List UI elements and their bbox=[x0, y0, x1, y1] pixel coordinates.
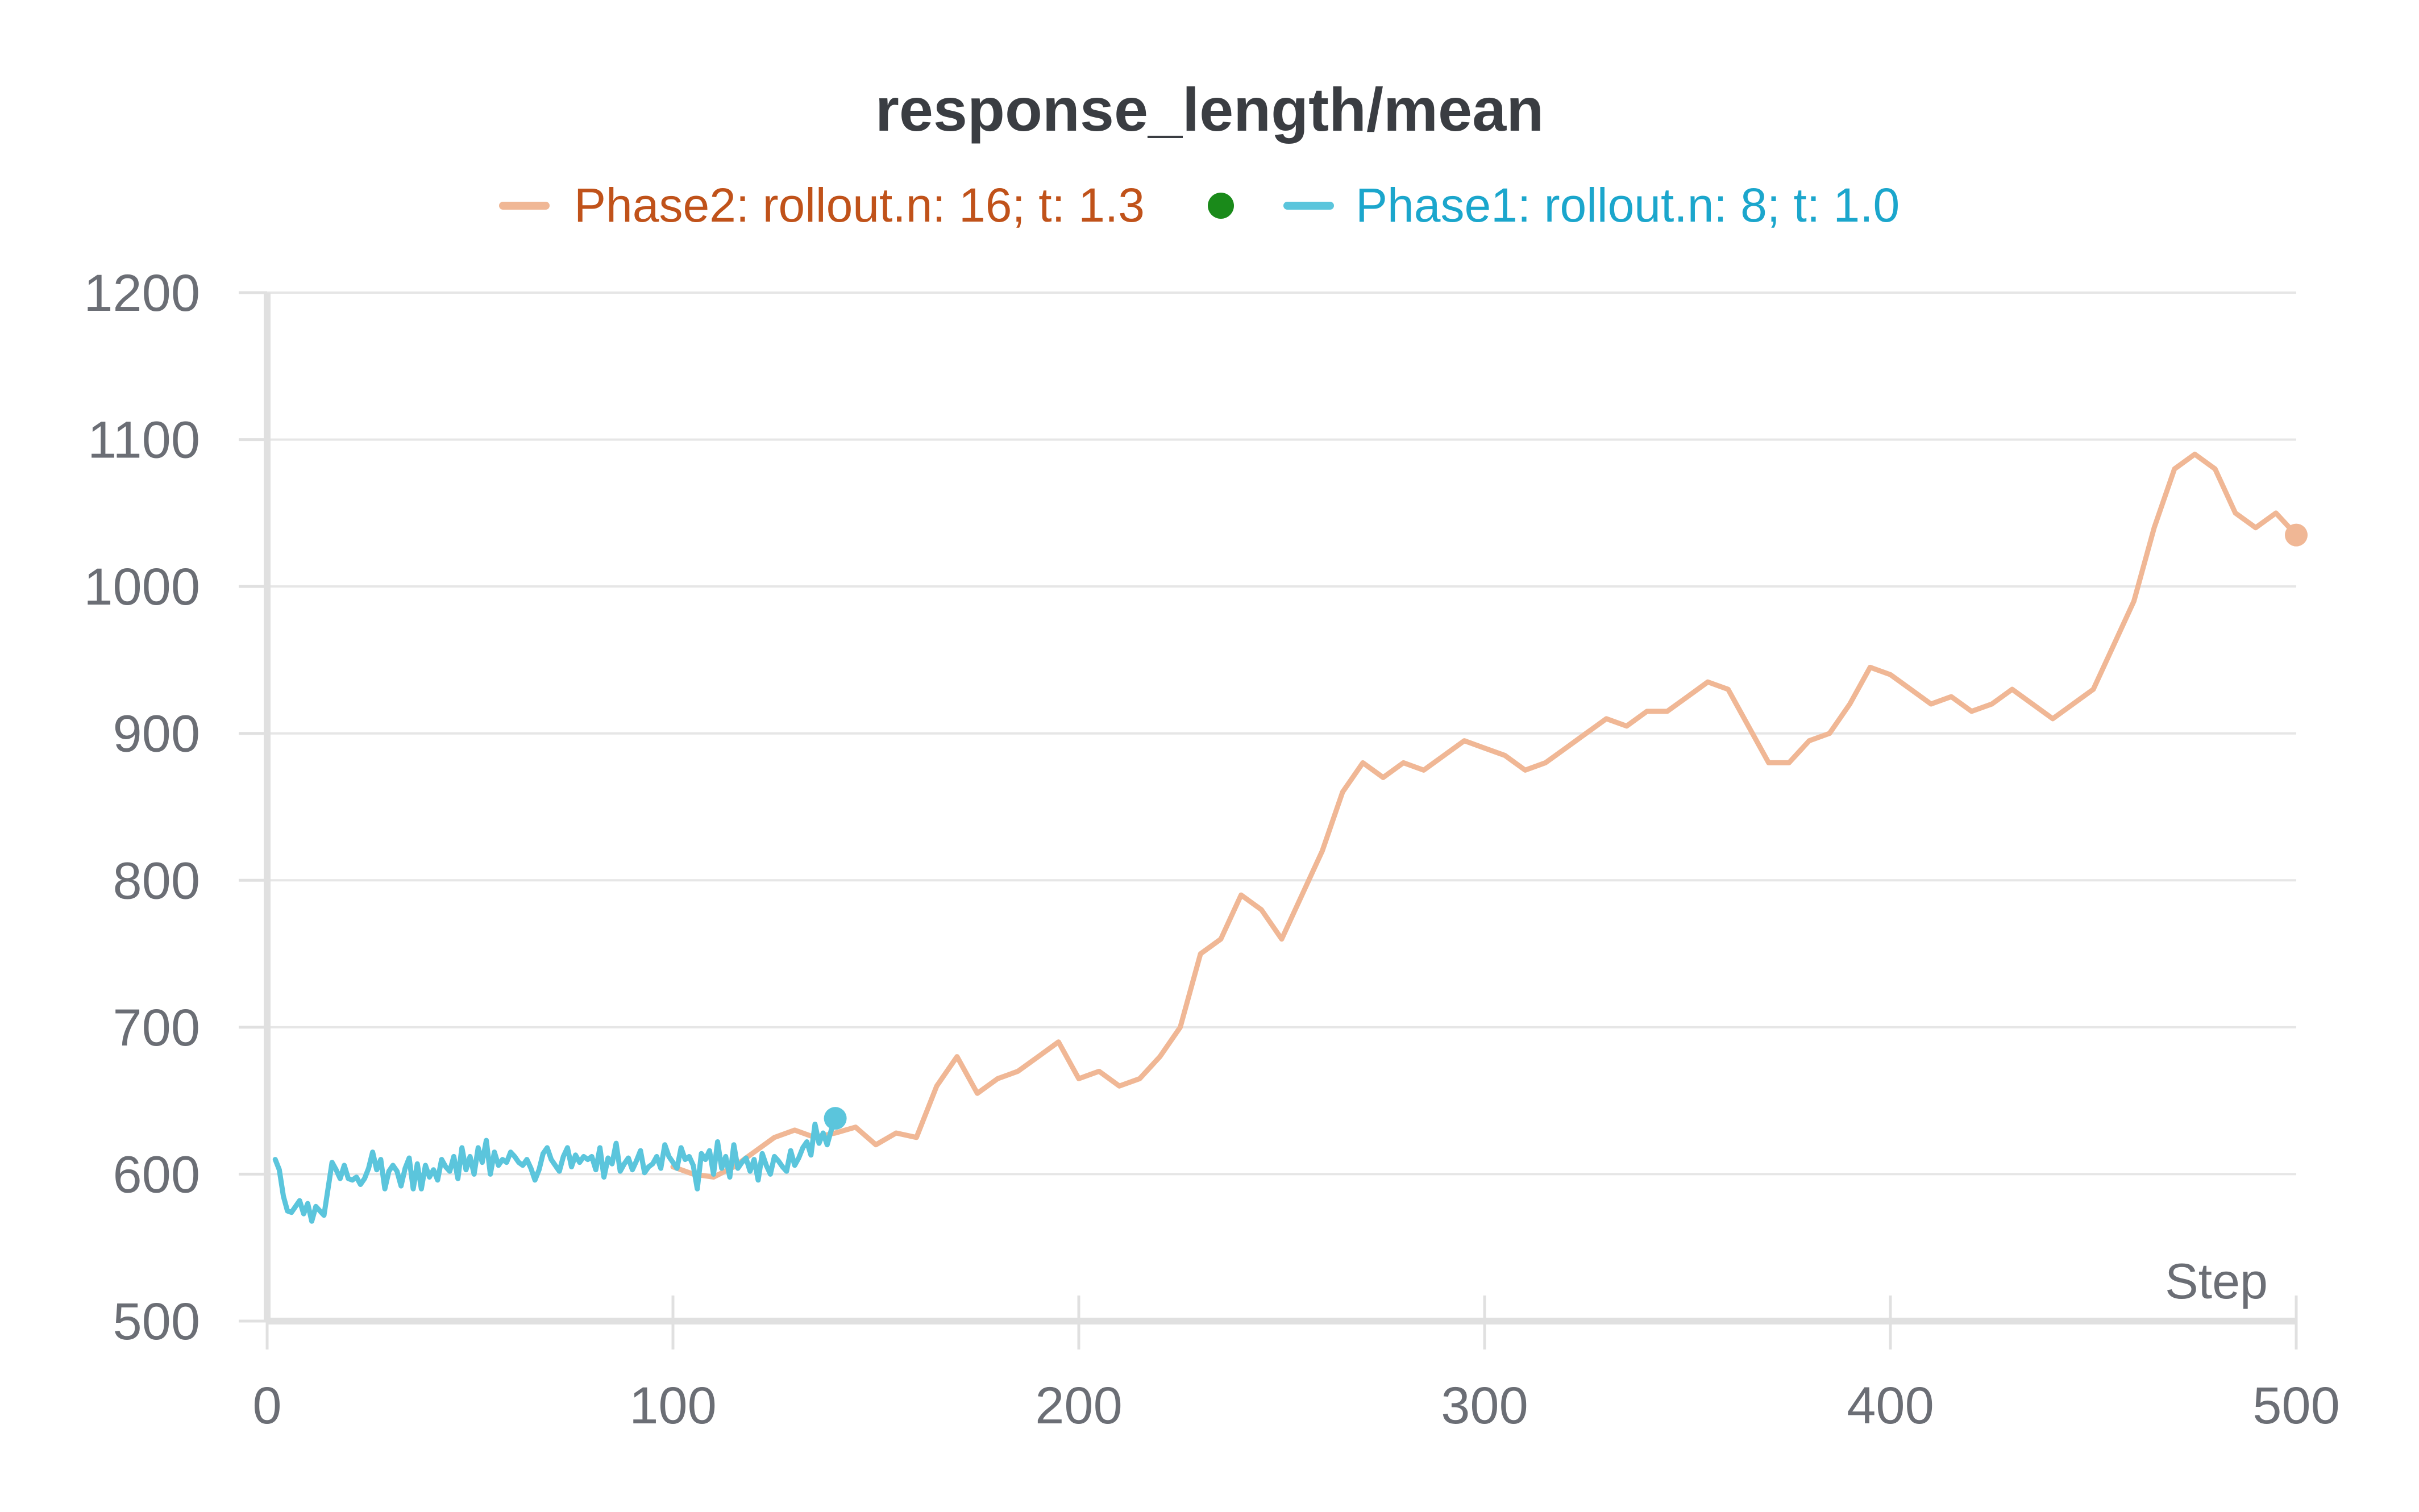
legend-label-1: Phase2: rollout.n: 16; t: 1.3 bbox=[574, 178, 1145, 232]
y-tick-label: 1000 bbox=[84, 558, 200, 616]
y-tick-label: 700 bbox=[113, 999, 201, 1057]
series-end-point-1 bbox=[2285, 523, 2308, 547]
series-line-2 bbox=[272, 1115, 838, 1224]
legend-marker-dot bbox=[1208, 193, 1234, 219]
y-tick-label: 1100 bbox=[88, 411, 200, 469]
x-tick-label: 300 bbox=[1441, 1377, 1528, 1435]
y-tick-label: 800 bbox=[113, 852, 201, 910]
y-tick-label: 500 bbox=[113, 1293, 201, 1351]
chart-title: response_length/mean bbox=[875, 75, 1544, 144]
legend: Phase2: rollout.n: 16; t: 1.3 Phase1: rol… bbox=[499, 178, 1900, 232]
y-tick-label: 900 bbox=[113, 705, 201, 763]
x-axis-label: Step bbox=[2165, 1253, 2268, 1309]
x-tick-label: 0 bbox=[252, 1377, 281, 1435]
x-tick-label: 100 bbox=[629, 1377, 717, 1435]
legend-label-2: Phase1: rollout.n: 8; t: 1.0 bbox=[1356, 178, 1900, 232]
series-end-point-2 bbox=[824, 1107, 847, 1130]
x-tick-label: 500 bbox=[2252, 1377, 2340, 1435]
series-line-1 bbox=[670, 451, 2299, 1180]
axes: 500 600 700 800 900 1000 1100 1200 0 100 200 300 400… bbox=[84, 264, 2339, 1435]
y-tick-label: 1200 bbox=[84, 264, 200, 322]
gridlines bbox=[267, 291, 2296, 1176]
series-lines bbox=[272, 451, 2308, 1224]
x-tick-label: 400 bbox=[1847, 1377, 1934, 1435]
x-tick-label: 200 bbox=[1035, 1377, 1123, 1435]
y-tick-label: 600 bbox=[113, 1146, 201, 1203]
